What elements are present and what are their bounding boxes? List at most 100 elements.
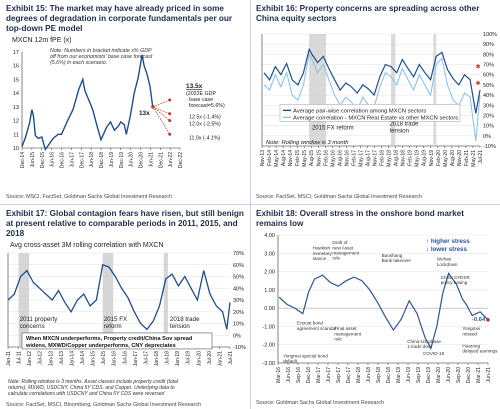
annotation-2018-line1: 2018 trade (390, 122, 419, 128)
x-tick-label: Dec-19 (426, 367, 432, 383)
annotation-9-line-0: Yongmei (462, 326, 480, 331)
annotation-7-line-0: COVID-19 (423, 351, 445, 356)
annotation-5-line-0: Final asset (334, 326, 357, 331)
scenario-label-3: 12.0x (-2.5%) (189, 122, 221, 128)
exhibit-17-source: Source: FactSet, MSCI, Bloomberg, Goldma… (6, 402, 202, 408)
x-tick-label: Jul-14 (80, 351, 86, 365)
x-tick-label: Jan-16 (112, 351, 118, 367)
annotation-0-line-1: monetary (313, 251, 333, 256)
exhibit-15-note-line-2: off from our economists' base case forec… (50, 54, 153, 60)
x-tick-label: Nov-18 (401, 150, 407, 166)
scenario-label-4: 11.0x (-4.1%) (189, 135, 221, 141)
annotation-2018-line2: tension (170, 323, 191, 330)
y-tick-label: -2.00 (262, 343, 275, 349)
exhibit-15-note-line-3: (5.6%) in each scenario. (50, 60, 107, 66)
x-tick-label: Jan-13 (48, 351, 54, 367)
exhibit-16-axes: -10% 0% 10% 20% 30% 40% 50% 60% 70% 80% 90% 100% Nov… (260, 32, 497, 167)
exhibit-17-note-line-1: Note: Rolling window is 3 months. Asset … (8, 379, 179, 385)
x-tick-label: Jan-18 (154, 351, 160, 367)
annotation-1-line-1: new Asset (332, 245, 354, 250)
y-tick-label: 15 (13, 77, 19, 83)
end-label: -0.64 (472, 317, 486, 323)
shaded-period (18, 253, 30, 347)
x-tick-label: Nov-15 (316, 150, 322, 166)
x-tick-label: Jun-20 (129, 152, 135, 168)
exhibit-16-source: Source: FactSet, MSCI, Goldman Sachs Glo… (256, 194, 422, 200)
annotation-4-line-0: Entrust bond (297, 321, 323, 326)
exhibit-15-panel: Exhibit 15: The market may have already … (0, 0, 248, 204)
annotation-10-line-1: delayed earnings (462, 349, 498, 354)
y-tick-label: 10% (233, 322, 244, 328)
annotation-1-line-2: management (332, 251, 360, 256)
x-tick-label: Dec-15 (40, 152, 46, 168)
x-tick-label: Mar-18 (356, 367, 362, 383)
y-tick-label: 11 (13, 132, 19, 138)
annotation-3-line-0: Wuhan (437, 257, 452, 262)
x-tick-label: Sep-20 (456, 367, 462, 383)
y-tick-label: -3.00 (262, 361, 275, 367)
x-tick-label: Jun-21 (486, 367, 492, 383)
y-tick-label: 12 (13, 119, 19, 125)
scenario-point (168, 112, 172, 116)
exhibit-17-note-line-2: returns), MXWD, USDCNY, China 5Y CDS, an… (8, 385, 175, 391)
y-tick-label: -1.00 (262, 324, 275, 330)
legend-lower-stress: ↓ lower stress (426, 246, 467, 253)
annotation-8-line-0: China CFDSR (441, 275, 471, 280)
y-tick-label: 90% (483, 42, 494, 48)
x-tick-label: May-16 (330, 150, 336, 167)
y-tick-label: 14 (13, 91, 19, 97)
x-tick-label: Jul-11 (17, 351, 23, 364)
y-tick-label: 20% (483, 113, 494, 119)
stress-line (278, 272, 489, 351)
annotation-5-line-1: management (334, 331, 362, 336)
scenario-label-2: 12.5x (-1.4%) (189, 115, 221, 121)
highlight-box (21, 332, 213, 350)
x-tick-label: Nov-20 (457, 150, 463, 166)
x-tick-label: Jan-20 (196, 351, 202, 367)
annotation-11-line-1: default (283, 359, 298, 364)
x-tick-label: Jan-19 (175, 351, 181, 367)
x-tick-label: Jul-13 (59, 351, 65, 365)
annotation-11-line-0: Yongmei special bond (283, 354, 328, 359)
scenario-point (168, 119, 172, 123)
x-tick-label: Jul-19 (186, 351, 192, 365)
series-line-2 (263, 52, 481, 141)
x-tick-label: Feb-14 (267, 150, 273, 166)
shaded-period (102, 253, 114, 347)
y-tick-label: 60% (483, 73, 494, 79)
y-tick-label: 0% (483, 134, 491, 140)
scenario-label-base-note-3: forecast=5.6%) (189, 103, 225, 109)
x-tick-label: Aug-14 (281, 150, 287, 166)
x-tick-label: May-19 (415, 150, 421, 167)
legend-label-2: Average correlation - MXCN Real Estate v… (293, 115, 458, 121)
x-tick-label: Sep-16 (296, 367, 302, 383)
y-tick-label: 60% (233, 263, 244, 269)
exhibit-17-subtitle: Avg cross-asset 3M rolling correlation w… (10, 242, 164, 249)
x-tick-label: Dec-20 (466, 367, 472, 383)
x-tick-label: Jul-16 (122, 351, 128, 365)
x-tick-label: Jul-18 (165, 351, 171, 365)
shaded-period (433, 34, 437, 146)
x-tick-label: Jun-20 (446, 367, 452, 383)
x-tick-label: Aug-18 (394, 150, 400, 166)
x-tick-label: Dec-20 (139, 152, 145, 168)
exhibit-16-chart: -10% 0% 10% 20% 30% 40% 50% 60% 70% 80% 90% 100% Nov… (260, 32, 497, 167)
exhibit-18-axes: 4.003.002.001.000.00-1.00-2.00-3.00Mar-1… (262, 233, 492, 383)
x-tick-label: Jun-15 (30, 152, 36, 168)
x-tick-label: Nov-17 (373, 150, 379, 166)
annotation-6-line-0: China-US phase (407, 339, 441, 344)
annotation-0-line-0: Hawkish (313, 246, 331, 251)
x-tick-label: May-20 (443, 150, 449, 167)
x-tick-label: Jul-21 (478, 150, 484, 164)
exhibit-15-chart: MXCN 12m fPE (x) Note: Numbers in bracke… (12, 37, 225, 168)
exhibit-18-source: Source: Goldman Sachs Global Investment … (256, 400, 384, 406)
x-tick-label: Aug-17 (365, 150, 371, 166)
exhibit-15-note: Note: Numbers in bracket indicate x% GDP… (50, 48, 154, 66)
y-tick-label: 30% (233, 298, 244, 304)
y-tick-label: 40% (483, 93, 494, 99)
x-tick-label: Feb-15 (295, 150, 301, 166)
exhibit-17-note-line-3: calculate correlations with USDCNY and C… (8, 391, 164, 397)
